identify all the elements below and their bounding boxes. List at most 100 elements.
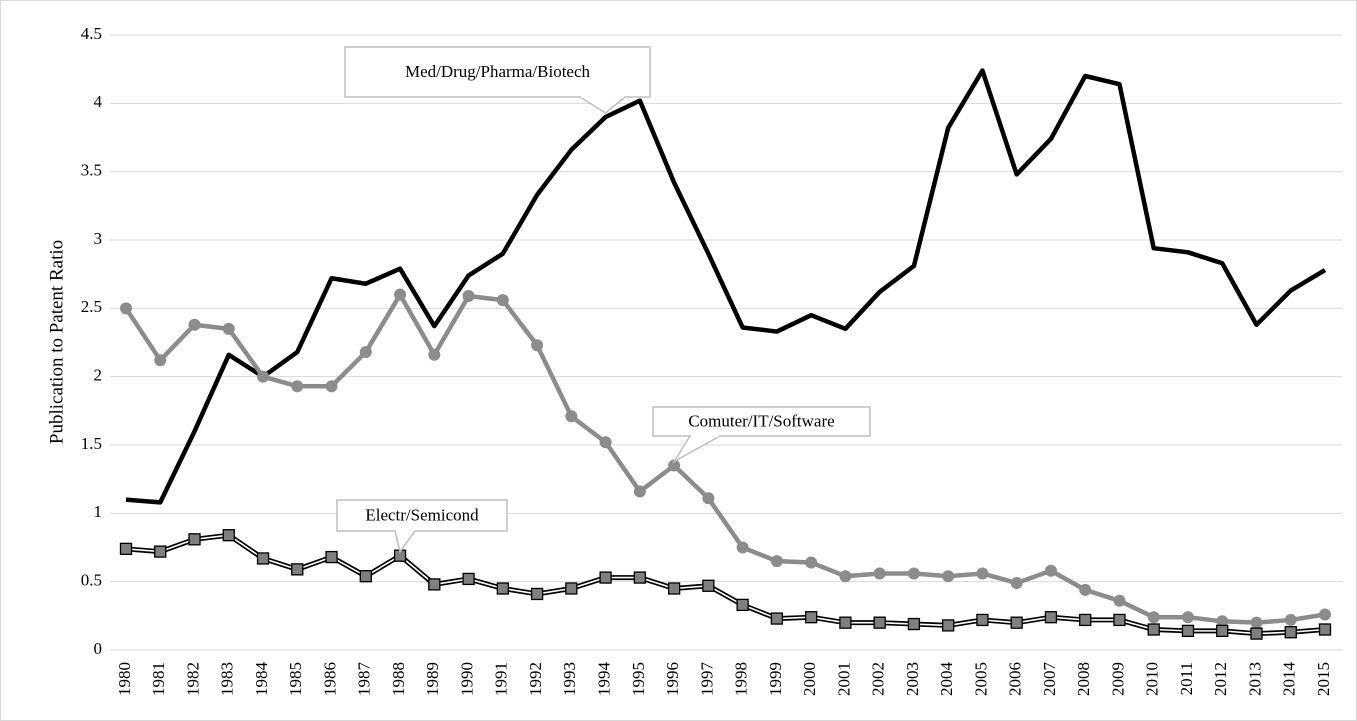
point [736, 541, 749, 554]
x-tick-label: 2008 [1074, 662, 1093, 696]
y-tick-label: 1.5 [81, 434, 102, 453]
x-tick-label: 1987 [355, 662, 374, 697]
y-tick-label: 2.5 [81, 297, 102, 316]
point [633, 485, 646, 498]
point [1044, 611, 1058, 624]
x-tick-label: 1981 [149, 662, 168, 696]
x-tick-label: 1986 [320, 662, 339, 696]
point [291, 380, 304, 393]
point [462, 290, 475, 303]
series-line [125, 68, 1327, 505]
x-tick-label: 2014 [1280, 662, 1299, 697]
x-tick-label: 1997 [697, 662, 716, 697]
point [805, 556, 818, 569]
y-tick-label: 2 [94, 366, 103, 385]
point [1147, 623, 1160, 636]
x-tick-label: 1990 [457, 662, 476, 696]
point [1216, 615, 1229, 628]
point [325, 550, 338, 564]
x-tick-label: 1992 [526, 662, 545, 696]
point [1113, 613, 1126, 627]
point [1181, 611, 1194, 624]
callout-label: Med/Drug/Pharma/Biotech [405, 62, 591, 81]
point [1113, 594, 1126, 607]
point [394, 288, 407, 301]
point [325, 380, 338, 393]
point [530, 587, 544, 601]
point [1010, 616, 1023, 629]
point [188, 533, 201, 546]
x-tick-label: 1982 [183, 662, 202, 696]
x-tick-label: 2015 [1314, 662, 1333, 696]
x-tick-label: 2010 [1143, 662, 1162, 696]
x-tick-label: 2011 [1177, 662, 1196, 695]
point [1250, 616, 1263, 629]
point [873, 567, 886, 580]
x-tick-label: 1995 [629, 662, 648, 696]
point [907, 617, 921, 631]
point [907, 567, 920, 580]
y-tick-label: 4.5 [81, 24, 102, 43]
y-tick-label: 0 [94, 639, 103, 658]
point [1079, 583, 1092, 596]
point [667, 582, 681, 595]
point [1284, 626, 1297, 639]
x-tick-label: 1984 [252, 662, 271, 697]
y-tick-label: 0.5 [81, 571, 102, 590]
point [770, 555, 783, 568]
point [942, 570, 955, 583]
point [702, 492, 715, 505]
x-tick-label: 1993 [560, 662, 579, 696]
y-tick-label: 1 [94, 502, 103, 521]
x-tick-label: 2003 [903, 662, 922, 696]
point [154, 354, 167, 367]
point [1147, 611, 1160, 624]
x-tick-label: 1994 [595, 662, 614, 697]
point [1010, 577, 1023, 590]
point [1284, 613, 1297, 626]
point [257, 370, 270, 383]
point [1181, 624, 1195, 638]
x-tick-label: 1999 [766, 662, 785, 696]
point [1079, 613, 1092, 627]
point [976, 613, 989, 627]
point [839, 570, 852, 583]
point [1319, 608, 1331, 621]
point [428, 348, 441, 361]
x-tick-label: 1991 [492, 662, 511, 696]
x-tick-label: 1980 [115, 662, 134, 696]
x-tick-label: 2006 [1006, 662, 1025, 696]
point [1250, 627, 1263, 640]
x-tick-label: 1989 [423, 662, 442, 696]
point [359, 570, 372, 583]
x-tick-label: 2004 [937, 662, 956, 697]
point [428, 578, 441, 591]
callout-label: Comuter/IT/Software [688, 411, 834, 430]
point [222, 529, 235, 542]
x-tick-label: 2001 [834, 662, 853, 696]
point [222, 322, 235, 335]
callout-box [336, 499, 508, 532]
x-tick-label: 1998 [732, 662, 751, 696]
x-tick-label: 2013 [1245, 662, 1264, 696]
x-tick-label: 1996 [663, 662, 682, 696]
x-tick-label: 2002 [869, 662, 888, 696]
point [942, 619, 955, 632]
point [496, 582, 509, 595]
point [599, 571, 612, 584]
callout-box [344, 46, 651, 98]
point [565, 410, 578, 423]
point [291, 563, 304, 576]
y-tick-label: 4 [94, 92, 103, 111]
point [668, 459, 681, 472]
x-tick-label: 2012 [1211, 662, 1230, 696]
point [188, 318, 201, 331]
point [565, 582, 578, 595]
x-tick-label: 1983 [218, 662, 237, 696]
point [633, 571, 647, 584]
y-tick-label: 3.5 [81, 161, 102, 180]
point [154, 545, 167, 558]
point [119, 542, 133, 556]
x-tick-label: 2007 [1040, 662, 1059, 697]
